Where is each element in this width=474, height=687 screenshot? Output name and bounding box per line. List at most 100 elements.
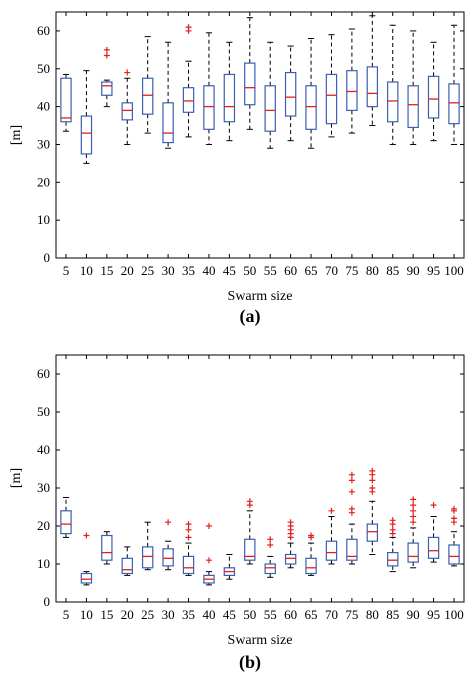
box-25 bbox=[141, 521, 154, 571]
outlier-point bbox=[287, 519, 294, 526]
y-tick-label: 60 bbox=[37, 23, 50, 38]
x-tick-label: 70 bbox=[325, 263, 338, 278]
box-iqr bbox=[305, 557, 317, 575]
y-tick-label: 50 bbox=[37, 404, 50, 419]
box-iqr bbox=[448, 83, 460, 125]
x-tick-label: 75 bbox=[345, 263, 358, 278]
outlier-point bbox=[246, 498, 253, 505]
box-85 bbox=[387, 517, 399, 573]
box-iqr bbox=[203, 85, 215, 130]
box-10 bbox=[80, 70, 93, 164]
box-iqr bbox=[162, 102, 174, 144]
x-tick-label: 85 bbox=[386, 263, 399, 278]
outlier-point bbox=[348, 471, 355, 478]
box-45 bbox=[223, 554, 236, 580]
box-iqr bbox=[244, 62, 256, 106]
box-25 bbox=[141, 36, 154, 134]
box-iqr bbox=[387, 81, 399, 123]
box-5 bbox=[60, 73, 72, 132]
outlier-point bbox=[389, 517, 396, 524]
plot-frame bbox=[55, 354, 465, 603]
box-iqr bbox=[305, 85, 317, 130]
box-40 bbox=[203, 523, 215, 586]
box-iqr bbox=[346, 538, 358, 561]
x-tick-label: 50 bbox=[243, 263, 256, 278]
box-iqr bbox=[182, 87, 195, 113]
outlier-point bbox=[430, 502, 437, 509]
box-20 bbox=[121, 546, 133, 576]
box-55 bbox=[264, 536, 276, 578]
outlier-point bbox=[389, 526, 396, 533]
outlier-point bbox=[410, 513, 417, 520]
box-80 bbox=[366, 467, 379, 555]
x-tick-label: 10 bbox=[80, 607, 93, 622]
x-tick-label: 55 bbox=[264, 263, 277, 278]
x-tick-label: 20 bbox=[121, 607, 134, 622]
y-axis-label: [m] bbox=[9, 125, 24, 145]
x-axis-label: Swarm size bbox=[228, 289, 293, 304]
x-tick-label: 60 bbox=[284, 607, 297, 622]
outlier-point bbox=[185, 24, 192, 31]
x-tick-label: 60 bbox=[284, 263, 297, 278]
x-tick-label: 55 bbox=[264, 607, 277, 622]
x-tick-label: 45 bbox=[223, 607, 236, 622]
box-iqr bbox=[284, 553, 297, 565]
box-iqr bbox=[244, 538, 256, 561]
box-20 bbox=[121, 69, 133, 145]
y-tick-label: 60 bbox=[37, 366, 50, 381]
box-30 bbox=[162, 41, 174, 149]
box-iqr bbox=[141, 546, 154, 569]
outlier-point bbox=[205, 523, 212, 529]
box-iqr bbox=[448, 544, 460, 565]
outlier-point bbox=[369, 477, 376, 484]
chart-panel-b: 0 10 20 30 40 50 60 5 10 15 20 25 30 35 40 45 50 55 60 65 70… bbox=[9, 354, 465, 673]
box-50 bbox=[244, 498, 256, 565]
box-35 bbox=[182, 521, 195, 576]
box-iqr bbox=[162, 548, 174, 567]
y-tick-label: 20 bbox=[37, 174, 50, 189]
outlier-point bbox=[124, 69, 131, 76]
box-iqr bbox=[141, 77, 154, 115]
box-iqr bbox=[407, 85, 419, 129]
box-iqr bbox=[121, 557, 133, 575]
box-30 bbox=[162, 519, 174, 571]
box-iqr bbox=[60, 510, 72, 535]
x-tick-label: 30 bbox=[162, 607, 175, 622]
x-tick-label: 10 bbox=[80, 263, 93, 278]
box-iqr bbox=[284, 71, 297, 117]
box-75 bbox=[346, 28, 358, 134]
outlier-point bbox=[369, 467, 376, 474]
box-70 bbox=[325, 507, 338, 565]
y-tick-label: 0 bbox=[44, 594, 51, 609]
y-tick-label: 10 bbox=[37, 212, 50, 227]
outlier-point bbox=[410, 519, 417, 526]
panel-label: (b) bbox=[239, 652, 261, 673]
x-tick-label: 90 bbox=[407, 607, 420, 622]
box-iqr bbox=[346, 70, 358, 111]
box-60 bbox=[284, 45, 297, 142]
box-100 bbox=[448, 24, 460, 145]
box-35 bbox=[182, 24, 195, 138]
box-50 bbox=[244, 17, 256, 130]
y-tick-label: 10 bbox=[37, 556, 50, 571]
outlier-point bbox=[267, 542, 274, 548]
x-tick-label: 65 bbox=[305, 607, 318, 622]
x-tick-label: 30 bbox=[162, 263, 175, 278]
outlier-point bbox=[348, 477, 355, 484]
outlier-point bbox=[103, 52, 110, 59]
outlier-point bbox=[83, 532, 90, 539]
box-iqr bbox=[101, 534, 113, 561]
y-tick-label: 0 bbox=[44, 250, 51, 265]
outlier-point bbox=[185, 521, 192, 528]
outlier-point bbox=[348, 505, 355, 512]
x-tick-label: 70 bbox=[325, 607, 338, 622]
outlier-point bbox=[185, 534, 192, 541]
outlier-point bbox=[205, 557, 212, 564]
box-90 bbox=[407, 496, 419, 569]
x-tick-label: 25 bbox=[141, 263, 154, 278]
x-tick-label: 35 bbox=[182, 607, 195, 622]
box-iqr bbox=[366, 66, 379, 108]
y-axis-label: [m] bbox=[9, 468, 24, 488]
box-95 bbox=[427, 41, 440, 142]
box-100 bbox=[448, 505, 460, 567]
